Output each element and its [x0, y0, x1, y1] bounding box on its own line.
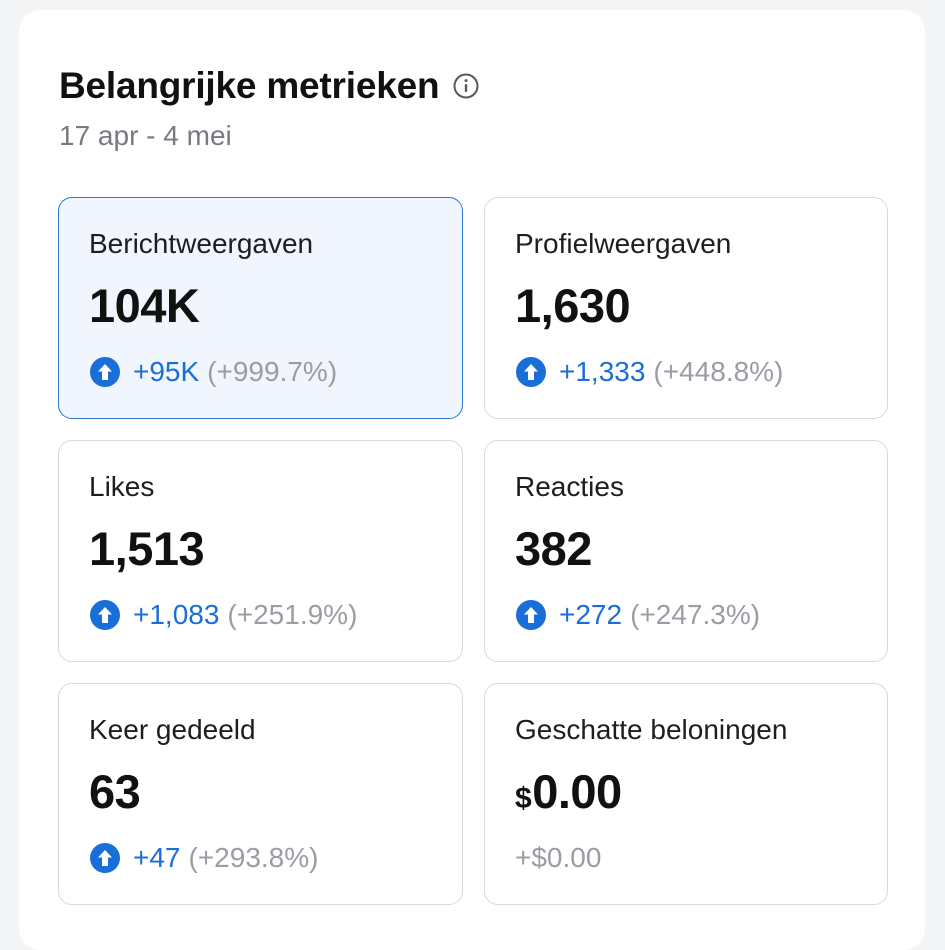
- date-range: 17 apr - 4 mei: [59, 120, 232, 151]
- page-title: Belangrijke metrieken: [59, 65, 440, 106]
- metric-card-post-views[interactable]: Berichtweergaven 104K +95K (+999.7%): [58, 197, 463, 419]
- metric-label: Likes: [89, 471, 155, 502]
- metric-delta: +272 (+247.3%): [515, 599, 760, 631]
- delta-percentage: (+247.3%): [630, 599, 761, 630]
- delta-percentage: (+448.8%): [653, 356, 784, 387]
- metric-card-estimated-rewards[interactable]: Geschatte beloningen $0.00 +$0.00: [484, 683, 888, 905]
- metric-delta: +1,083 (+251.9%): [89, 599, 357, 631]
- arrow-up-circle-icon: [89, 356, 121, 388]
- metric-value: 1,513: [89, 522, 205, 575]
- arrow-up-circle-icon: [89, 599, 121, 631]
- metrics-grid: Berichtweergaven 104K +95K (+999.7%) Pro…: [58, 197, 888, 905]
- metric-value: 104K: [89, 279, 200, 332]
- metric-delta: +1,333 (+448.8%): [515, 356, 783, 388]
- metric-value-container: $0.00: [515, 764, 622, 819]
- info-icon[interactable]: [453, 73, 479, 99]
- delta-percentage: (+999.7%): [207, 356, 338, 387]
- metric-delta: +47 (+293.8%): [89, 842, 318, 874]
- delta-absolute: +$0.00: [515, 842, 602, 873]
- metric-delta: +95K (+999.7%): [89, 356, 337, 388]
- arrow-up-circle-icon: [89, 842, 121, 874]
- delta-absolute: +272: [559, 599, 623, 630]
- delta-absolute: +1,083: [133, 599, 220, 630]
- delta-absolute: +1,333: [559, 356, 646, 387]
- metric-label: Berichtweergaven: [89, 228, 314, 259]
- metric-card-comments[interactable]: Reacties 382 +272 (+247.3%): [484, 440, 888, 662]
- panel-header: Belangrijke metrieken 17 apr - 4 mei: [59, 64, 479, 152]
- metric-value: 382: [515, 522, 592, 575]
- metric-value: 0.00: [532, 765, 622, 818]
- arrow-up-circle-icon: [515, 356, 547, 388]
- delta-absolute: +47: [133, 842, 181, 873]
- metric-delta: +$0.00: [515, 842, 601, 874]
- metric-card-shares[interactable]: Keer gedeeld 63 +47 (+293.8%): [58, 683, 463, 905]
- delta-absolute: +95K: [133, 356, 200, 387]
- title-row: Belangrijke metrieken: [59, 64, 479, 108]
- metric-value: 63: [89, 765, 141, 818]
- delta-percentage: (+293.8%): [188, 842, 319, 873]
- key-metrics-panel: Belangrijke metrieken 17 apr - 4 mei Ber…: [19, 10, 925, 950]
- metric-value: 1,630: [515, 279, 631, 332]
- metric-card-likes[interactable]: Likes 1,513 +1,083 (+251.9%): [58, 440, 463, 662]
- metric-card-profile-views[interactable]: Profielweergaven 1,630 +1,333 (+448.8%): [484, 197, 888, 419]
- metric-label: Reacties: [515, 471, 624, 502]
- metric-label: Geschatte beloningen: [515, 714, 788, 745]
- metric-label: Profielweergaven: [515, 228, 732, 259]
- arrow-up-circle-icon: [515, 599, 547, 631]
- currency-symbol: $: [515, 782, 532, 815]
- metric-label: Keer gedeeld: [89, 714, 256, 745]
- delta-percentage: (+251.9%): [227, 599, 358, 630]
